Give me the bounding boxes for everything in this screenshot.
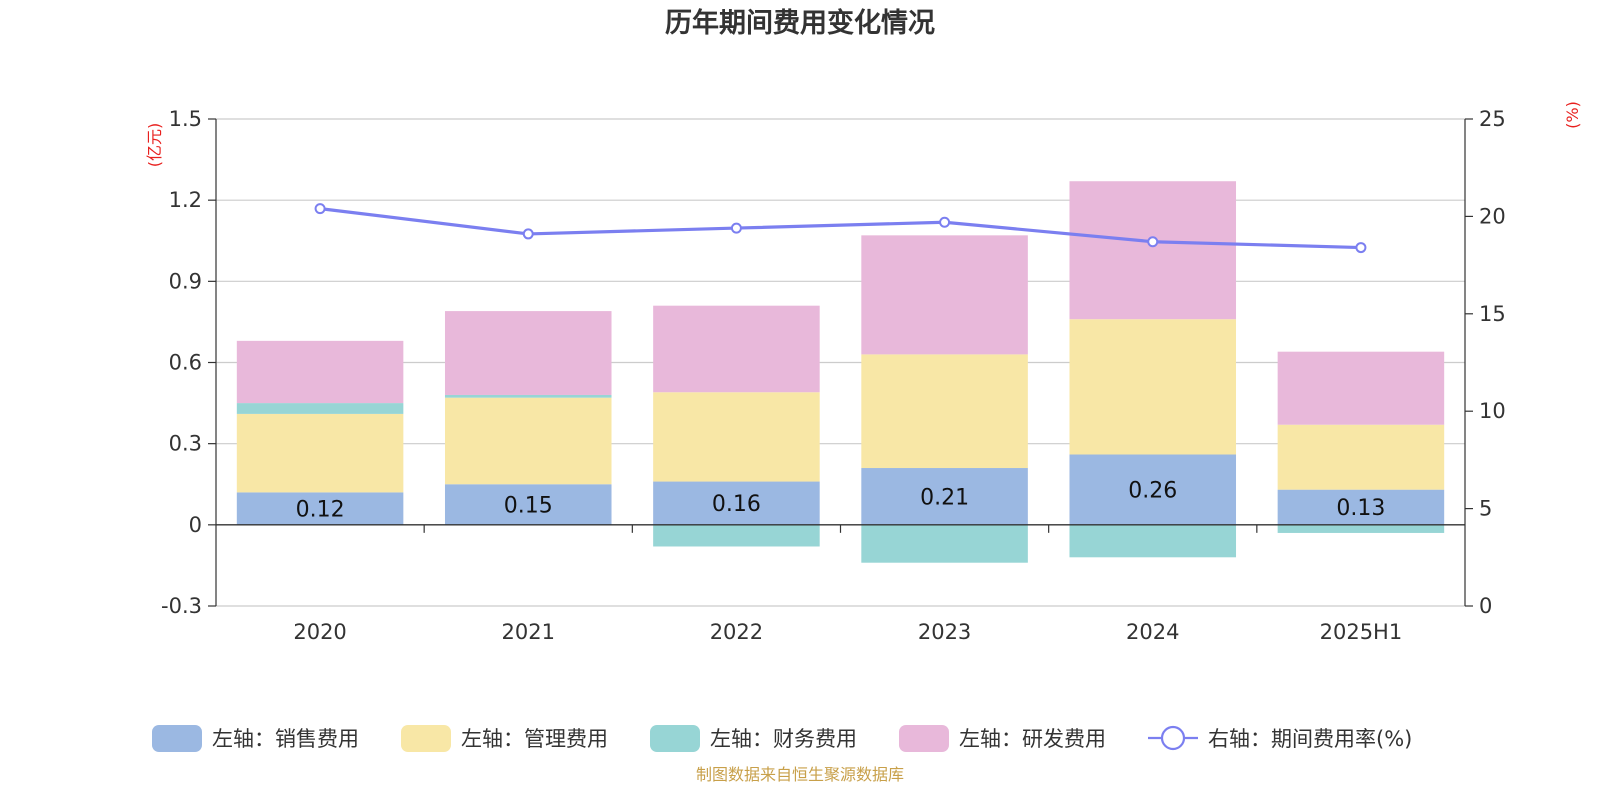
bar-2022-series-0 bbox=[653, 481, 820, 525]
legend-label-0: 左轴：销售费用 bbox=[212, 727, 359, 751]
legend-swatch-1 bbox=[401, 725, 451, 752]
bar-2022-series-2 bbox=[653, 524, 820, 547]
legend-label-4: 右轴：期间费用率(%) bbox=[1208, 727, 1412, 751]
rate-line bbox=[319, 207, 1361, 250]
x-axis-tick-label: 2022 bbox=[710, 620, 763, 644]
legend-swatch-0 bbox=[152, 725, 202, 752]
bar-series bbox=[236, 181, 1445, 563]
x-axis-tick-label: 2024 bbox=[1126, 620, 1179, 644]
rate-point bbox=[314, 203, 326, 215]
rate-point bbox=[939, 216, 951, 228]
bar-2023-series-0 bbox=[861, 468, 1028, 525]
left-axis-tick-label: 0.3 bbox=[169, 432, 202, 456]
legend-swatch-3 bbox=[899, 725, 949, 752]
rate-line-series bbox=[314, 203, 1367, 254]
legend-label-2: 左轴：财务费用 bbox=[710, 727, 857, 751]
bar-2021-series-2 bbox=[444, 394, 612, 398]
data-labels: 0.12 0.15 0.16 0.21 0.26 0.13 bbox=[296, 479, 1386, 523]
left-axis-tick-label: 0 bbox=[189, 513, 202, 537]
left-axis-tick-label: 0.9 bbox=[169, 269, 202, 293]
bar-2020-series-0 bbox=[236, 492, 404, 525]
right-axis-tick-label: 20 bbox=[1479, 204, 1506, 228]
chart-title: 历年期间费用变化情况 bbox=[665, 7, 935, 39]
grid-lines bbox=[216, 118, 1465, 607]
legend-swatch-2 bbox=[650, 725, 700, 752]
legend: 左轴：销售费用 左轴：管理费用 左轴：财务费用 左轴：研发费用 右轴：期间费用率(%) bbox=[152, 725, 1412, 752]
bar-2020-series-2 bbox=[236, 403, 404, 414]
data-label: 0.15 bbox=[504, 494, 553, 519]
bar-2022-series-3 bbox=[653, 305, 820, 393]
axes: -0.3 0 0.3 0.6 0.9 1.2 1.5 0 5 10 15 20 25 2020 2021 20… bbox=[161, 107, 1506, 644]
right-axis-unit: (%) bbox=[1563, 101, 1582, 129]
right-axis-tick-label: 0 bbox=[1479, 594, 1492, 618]
right-axis-tick-label: 25 bbox=[1479, 107, 1506, 131]
x-axis-tick-label: 2023 bbox=[918, 620, 971, 644]
bar-2025H1-series-2 bbox=[1277, 524, 1445, 533]
rate-point bbox=[1355, 242, 1367, 254]
bar-2024-series-0 bbox=[1069, 454, 1237, 525]
legend-label-3: 左轴：研发费用 bbox=[959, 727, 1106, 751]
rate-point bbox=[730, 222, 742, 234]
x-axis-tick-label: 2021 bbox=[502, 620, 555, 644]
rate-point bbox=[1147, 236, 1159, 248]
data-label: 0.13 bbox=[1336, 496, 1385, 521]
source-note: 制图数据来自恒生聚源数据库 bbox=[696, 765, 904, 784]
x-axis-tick-label: 2020 bbox=[293, 620, 346, 644]
right-axis-tick-label: 5 bbox=[1479, 497, 1492, 521]
bar-2024-series-1 bbox=[1069, 319, 1237, 455]
bar-2023-series-2 bbox=[861, 524, 1028, 563]
bar-2021-series-0 bbox=[444, 484, 612, 525]
data-label: 0.26 bbox=[1128, 479, 1177, 504]
left-axis-unit: (亿元) bbox=[145, 123, 164, 168]
right-axis-tick-label: 15 bbox=[1479, 302, 1506, 326]
bar-2025H1-series-3 bbox=[1277, 351, 1445, 425]
bar-2020-series-1 bbox=[236, 413, 404, 493]
bar-2024-series-2 bbox=[1069, 524, 1237, 558]
data-label: 0.16 bbox=[712, 492, 761, 517]
data-label: 0.21 bbox=[920, 485, 969, 510]
legend-label-1: 左轴：管理费用 bbox=[461, 727, 608, 751]
bar-2023-series-1 bbox=[861, 354, 1028, 469]
right-axis-tick-label: 10 bbox=[1479, 399, 1506, 423]
left-axis-tick-label: 1.2 bbox=[169, 188, 202, 212]
left-axis-tick-label: 0.6 bbox=[169, 351, 202, 375]
data-label: 0.12 bbox=[296, 498, 345, 523]
bar-2022-series-1 bbox=[653, 392, 820, 482]
bar-2023-series-3 bbox=[861, 235, 1028, 355]
bar-2024-series-3 bbox=[1069, 181, 1237, 320]
x-axis-tick-label: 2025H1 bbox=[1320, 620, 1403, 644]
left-axis-tick-label: 1.5 bbox=[169, 107, 202, 131]
bar-2025H1-series-1 bbox=[1277, 424, 1445, 490]
bar-2025H1-series-0 bbox=[1277, 489, 1445, 525]
left-axis-tick-label: -0.3 bbox=[161, 594, 202, 618]
bar-2020-series-3 bbox=[236, 340, 404, 404]
rate-point bbox=[522, 228, 534, 240]
legend-marker bbox=[1160, 725, 1186, 751]
bar-2021-series-3 bbox=[444, 311, 612, 395]
bar-2021-series-1 bbox=[444, 397, 612, 485]
